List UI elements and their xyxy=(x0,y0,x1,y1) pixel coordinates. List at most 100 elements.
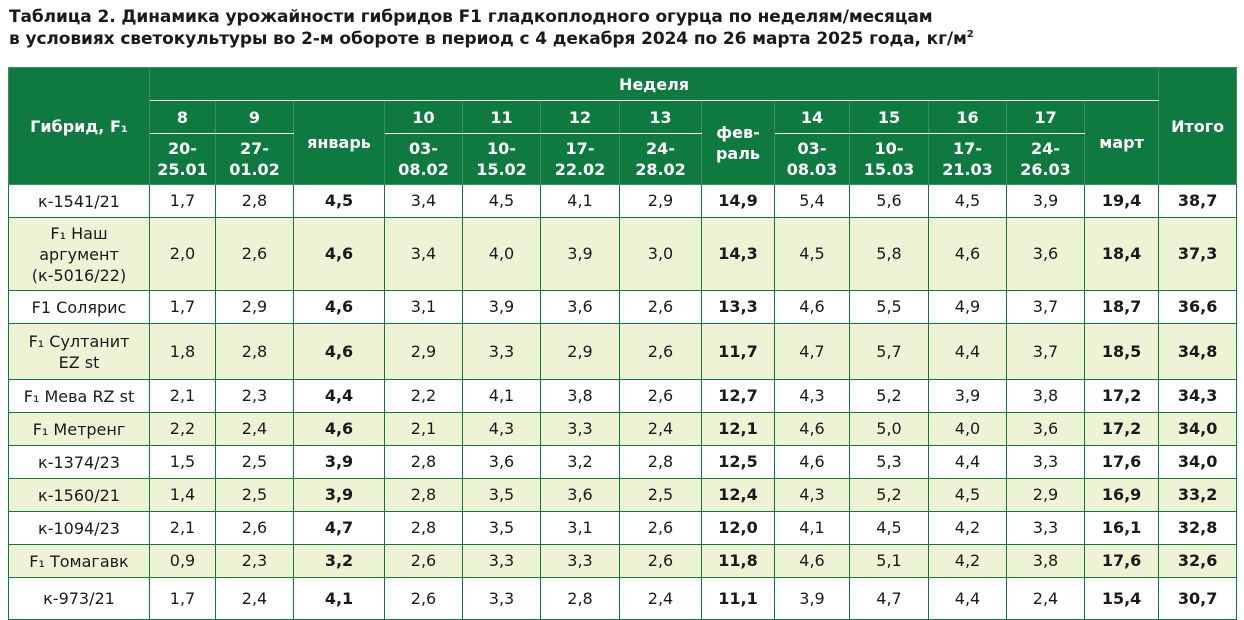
week-value-cell: 3,4 xyxy=(384,217,463,291)
week-value-cell: 1,7 xyxy=(149,577,216,620)
week-value-cell: 4,5 xyxy=(462,184,541,218)
month-total-cell: 3,2 xyxy=(293,544,385,578)
header-week-dates: 10- 15.03 xyxy=(849,133,929,185)
week-value-cell: 4,7 xyxy=(774,323,850,380)
week-value-cell: 2,3 xyxy=(215,379,294,413)
week-value-cell: 3,3 xyxy=(1006,511,1085,545)
week-value-cell: 3,6 xyxy=(540,290,620,324)
table-title-line-2: в условиях светокультуры во 2-м обороте … xyxy=(9,28,1237,50)
header-week-dates: 24- 26.03 xyxy=(1006,133,1085,185)
month-total-cell: 11,1 xyxy=(701,577,775,620)
week-value-cell: 3,3 xyxy=(462,577,541,620)
table-row: к-1560/21 1,4 2,5 3,9 2,8 3,5 3,6 2,5 12,4 4,3 5,2… xyxy=(8,478,1238,512)
header-total: Итого xyxy=(1158,67,1238,185)
header-week-dates: 20- 25.01 xyxy=(149,133,216,185)
week-value-cell: 2,1 xyxy=(384,412,463,446)
week-value-cell: 5,4 xyxy=(774,184,850,218)
table-row: F₁ Томагавк 0,9 2,3 3,2 2,6 3,3 3,3 2,6 11,8 4,6 5… xyxy=(8,544,1238,578)
week-value-cell: 4,1 xyxy=(462,379,541,413)
table-row: F₁ Мева RZ st 2,1 2,3 4,4 2,2 4,1 3,8 2,6 12,7 4,… xyxy=(8,379,1238,413)
week-value-cell: 3,5 xyxy=(462,478,541,512)
week-value-cell: 4,2 xyxy=(928,511,1007,545)
table-body: к-1541/21 1,7 2,8 4,5 3,4 4,5 4,1 2,9 14,9 5,4 5,6… xyxy=(8,184,1238,620)
week-value-cell: 5,2 xyxy=(849,478,929,512)
yield-table: Гибрид, F₁ Неделя Итого 8 9 январь 10 11 12 13… xyxy=(8,67,1238,620)
total-cell: 34,8 xyxy=(1158,323,1238,380)
header-week-dates: 03- 08.03 xyxy=(774,133,850,185)
month-total-cell: 18,7 xyxy=(1083,290,1160,324)
week-value-cell: 4,3 xyxy=(774,478,850,512)
header-week-number: 13 xyxy=(619,100,702,134)
week-value-cell: 2,6 xyxy=(215,217,294,291)
table-row: к-1374/23 1,5 2,5 3,9 2,8 3,6 3,2 2,8 12,5 4,6 5,3… xyxy=(8,445,1238,479)
week-value-cell: 3,3 xyxy=(1006,445,1085,479)
week-value-cell: 2,6 xyxy=(619,323,702,380)
table-row: к-1541/21 1,7 2,8 4,5 3,4 4,5 4,1 2,9 14,9 5,4 5,6… xyxy=(8,184,1238,218)
week-value-cell: 2,4 xyxy=(619,577,702,620)
week-value-cell: 2,8 xyxy=(215,184,294,218)
month-total-cell: 4,7 xyxy=(293,511,385,545)
month-total-cell: 3,9 xyxy=(293,478,385,512)
week-value-cell: 3,9 xyxy=(540,217,620,291)
week-value-cell: 3,5 xyxy=(462,511,541,545)
week-value-cell: 1,5 xyxy=(149,445,216,479)
week-value-cell: 4,1 xyxy=(540,184,620,218)
week-value-cell: 2,9 xyxy=(384,323,463,380)
week-value-cell: 4,5 xyxy=(849,511,929,545)
hybrid-name-cell: F₁ Томагавк xyxy=(8,544,150,578)
week-value-cell: 2,5 xyxy=(215,445,294,479)
table-row: F₁ Метренг 2,2 2,4 4,6 2,1 4,3 3,3 2,4 12,1 4,6 5,… xyxy=(8,412,1238,446)
week-value-cell: 3,6 xyxy=(1006,217,1085,291)
week-value-cell: 4,6 xyxy=(774,445,850,479)
header-month: март xyxy=(1083,100,1160,185)
header-week-dates: 27- 01.02 xyxy=(215,133,294,185)
week-value-cell: 2,6 xyxy=(384,544,463,578)
header-week-row: 8 9 январь 10 11 12 13 фев- раль 14 15 16 17 март xyxy=(9,100,1237,185)
header-week-number: 15 xyxy=(849,100,929,134)
header-month: фев- раль xyxy=(701,100,775,185)
header-date-row: 20- 25.01 27- 01.02 03- 08.02 10- 15.02 17- … xyxy=(9,133,1237,185)
month-total-cell: 16,9 xyxy=(1083,478,1160,512)
week-value-cell: 2,0 xyxy=(149,217,216,291)
month-total-cell: 4,4 xyxy=(293,379,385,413)
week-value-cell: 2,9 xyxy=(1006,478,1085,512)
week-value-cell: 4,5 xyxy=(928,478,1007,512)
month-total-cell: 4,6 xyxy=(293,323,385,380)
hybrid-name-cell: к-1560/21 xyxy=(8,478,150,512)
month-total-cell: 18,4 xyxy=(1083,217,1160,291)
week-value-cell: 4,9 xyxy=(928,290,1007,324)
week-value-cell: 1,7 xyxy=(149,290,216,324)
week-value-cell: 3,3 xyxy=(540,544,620,578)
week-value-cell: 4,3 xyxy=(774,379,850,413)
table-title-line-1: Таблица 2. Динамика урожайности гибридов… xyxy=(9,7,933,27)
week-value-cell: 5,6 xyxy=(849,184,929,218)
total-cell: 32,6 xyxy=(1158,544,1238,578)
week-value-cell: 2,8 xyxy=(384,445,463,479)
total-cell: 38,7 xyxy=(1158,184,1238,218)
week-value-cell: 4,7 xyxy=(849,577,929,620)
week-value-cell: 2,3 xyxy=(215,544,294,578)
week-value-cell: 2,8 xyxy=(619,445,702,479)
header-week-number: 16 xyxy=(928,100,1007,134)
week-value-cell: 4,6 xyxy=(774,412,850,446)
header-week-number: 11 xyxy=(462,100,541,134)
week-value-cell: 2,6 xyxy=(384,577,463,620)
week-value-cell: 4,4 xyxy=(928,577,1007,620)
week-value-cell: 3,9 xyxy=(1006,184,1085,218)
header-week-group: Неделя xyxy=(148,67,1160,101)
week-value-cell: 2,4 xyxy=(1006,577,1085,620)
week-value-cell: 2,9 xyxy=(540,323,620,380)
week-value-cell: 5,0 xyxy=(849,412,929,446)
total-cell: 34,0 xyxy=(1158,445,1238,479)
week-value-cell: 2,6 xyxy=(215,511,294,545)
month-total-cell: 19,4 xyxy=(1083,184,1160,218)
month-total-cell: 18,5 xyxy=(1083,323,1160,380)
header-week-dates: 10- 15.02 xyxy=(462,133,541,185)
total-cell: 34,0 xyxy=(1158,412,1238,446)
week-value-cell: 5,5 xyxy=(849,290,929,324)
header-week-number: 14 xyxy=(774,100,850,134)
week-value-cell: 4,6 xyxy=(774,290,850,324)
week-value-cell: 2,6 xyxy=(619,290,702,324)
week-value-cell: 3,7 xyxy=(1006,323,1085,380)
week-value-cell: 0,9 xyxy=(149,544,216,578)
